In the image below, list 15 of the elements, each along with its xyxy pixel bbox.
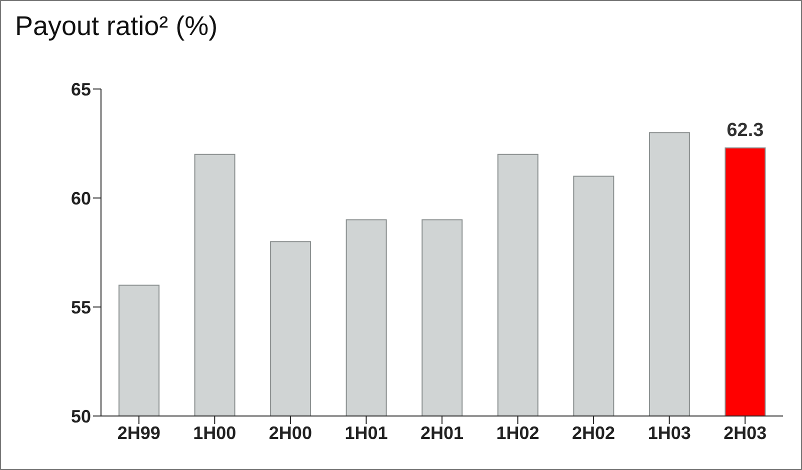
x-tick-label: 2H00 [268, 422, 312, 443]
y-tick-label: 65 [70, 79, 91, 100]
y-tick-label: 60 [70, 188, 91, 208]
x-tick-label: 1H00 [193, 422, 236, 443]
x-tick-label: 2H02 [572, 422, 616, 443]
x-tick-label: 2H99 [117, 422, 160, 443]
chart-title: Payout ratio² (%) [15, 11, 218, 42]
x-tick-label: 2H03 [724, 422, 767, 443]
x-tick-label: 1H02 [496, 422, 540, 443]
y-tick-label: 55 [70, 297, 91, 318]
data-label: 62.3 [726, 120, 764, 141]
x-tick-label: 1H01 [344, 422, 388, 443]
x-tick-label: 1H03 [648, 422, 691, 443]
y-tick-label: 50 [70, 406, 91, 426]
x-tick-label: 2H01 [420, 422, 464, 443]
